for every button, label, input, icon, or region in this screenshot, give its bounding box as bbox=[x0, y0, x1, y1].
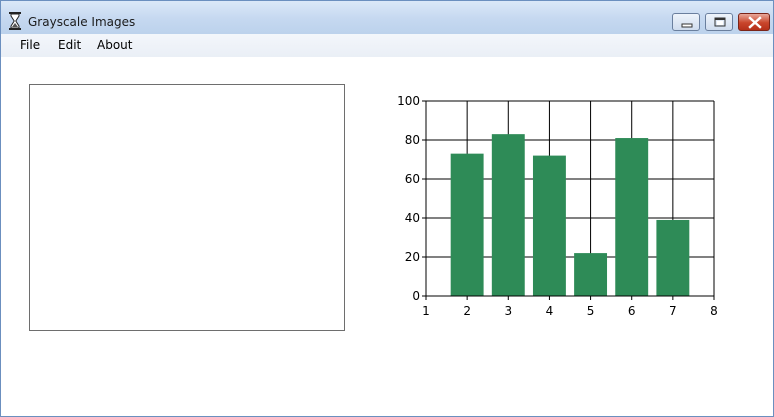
menu-about[interactable]: About bbox=[97, 38, 133, 52]
x-tick-label: 7 bbox=[669, 304, 677, 318]
close-button[interactable] bbox=[738, 13, 770, 31]
y-tick-label: 0 bbox=[412, 289, 420, 303]
histogram-chart: 0 20 40 60 80 100 1 2 3 4 5 6 7 8 bbox=[381, 85, 741, 325]
x-tick-label: 1 bbox=[422, 304, 430, 318]
bar bbox=[656, 219, 690, 296]
y-tick-label: 40 bbox=[405, 211, 420, 225]
menu-edit[interactable]: Edit bbox=[58, 38, 82, 52]
maximize-button[interactable] bbox=[705, 13, 733, 31]
menu-bar: File Edit About bbox=[1, 34, 773, 57]
y-tick-label: 80 bbox=[405, 133, 420, 147]
image-display-area[interactable] bbox=[29, 84, 345, 331]
window-title: Grayscale Images bbox=[28, 15, 136, 29]
hourglass-icon bbox=[9, 12, 21, 30]
x-tick-label: 5 bbox=[587, 304, 595, 318]
bar bbox=[615, 138, 649, 296]
maximize-icon bbox=[714, 17, 726, 27]
title-bar[interactable]: Grayscale Images bbox=[1, 1, 773, 34]
bar bbox=[532, 155, 566, 296]
bar bbox=[491, 134, 525, 296]
x-tick-label: 3 bbox=[504, 304, 512, 318]
menu-file[interactable]: File bbox=[20, 38, 41, 52]
y-tick-label: 20 bbox=[405, 250, 420, 264]
histogram-chart-svg: 0 20 40 60 80 100 1 2 3 4 5 6 7 8 bbox=[397, 94, 718, 318]
y-tick-label: 60 bbox=[405, 172, 420, 186]
bar bbox=[450, 153, 484, 296]
close-icon bbox=[748, 16, 762, 29]
minimize-button[interactable] bbox=[672, 13, 700, 31]
y-tick-label: 100 bbox=[397, 94, 420, 108]
minimize-icon bbox=[681, 23, 693, 28]
x-tick-label: 4 bbox=[546, 304, 554, 318]
bar bbox=[574, 253, 608, 296]
x-tick-label: 6 bbox=[628, 304, 636, 318]
x-tick-label: 8 bbox=[710, 304, 718, 318]
x-tick-label: 2 bbox=[463, 304, 471, 318]
